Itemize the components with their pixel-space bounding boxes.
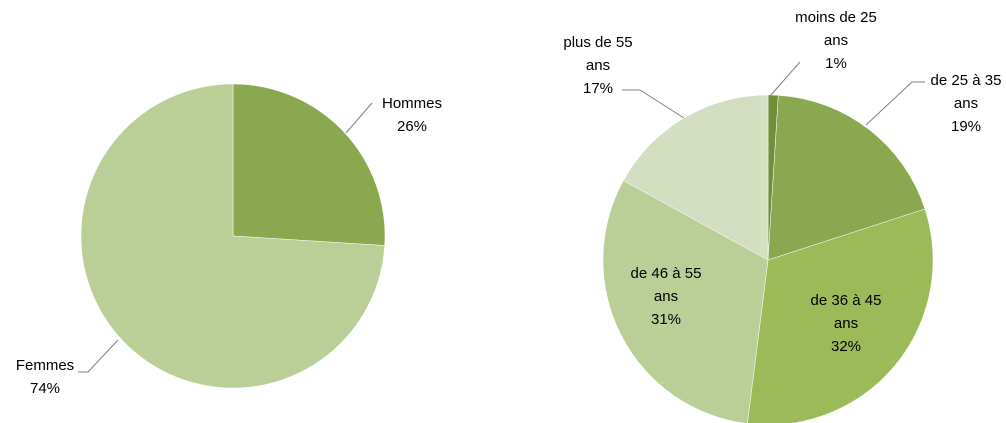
slice-label: Femmes 74%	[5, 354, 85, 400]
value-label: 26%	[396, 118, 428, 135]
value-label: 19%	[950, 118, 982, 135]
category-label: de 25 à 35 ans	[930, 72, 1002, 112]
category-label: Femmes	[15, 357, 75, 374]
leader-line	[865, 81, 925, 126]
slice-label: Hommes 26%	[367, 92, 457, 138]
slice-label: de 46 à 55 ans 31%	[621, 262, 711, 331]
category-label: Hommes	[381, 95, 442, 112]
category-label: plus de 55 ans	[563, 34, 633, 74]
value-label: 31%	[650, 311, 682, 328]
value-label: 17%	[582, 80, 614, 97]
leader-line	[622, 89, 685, 119]
pie-slice	[602, 180, 769, 423]
slice-label: moins de 25 ans 1%	[789, 6, 884, 75]
category-label: moins de 25 ans	[795, 9, 877, 49]
pie-slice	[80, 83, 385, 389]
value-label: 1%	[825, 55, 847, 72]
leader-line	[78, 339, 119, 373]
value-label: 74%	[29, 380, 61, 397]
slice-label: de 36 à 45 ans 32%	[801, 289, 891, 358]
leader-line	[345, 102, 373, 134]
category-label: de 46 à 55 ans	[630, 265, 702, 305]
leader-line	[769, 61, 801, 97]
pie-slice	[623, 94, 769, 261]
pie-slice	[767, 95, 926, 261]
pie-slice	[747, 208, 934, 423]
pie-slice	[232, 83, 386, 246]
slice-label: plus de 55 ans 17%	[556, 31, 641, 100]
slice-label: de 25 à 35 ans 19%	[924, 69, 1006, 138]
category-label: de 36 à 45 ans	[810, 292, 882, 332]
value-label: 32%	[830, 338, 862, 355]
